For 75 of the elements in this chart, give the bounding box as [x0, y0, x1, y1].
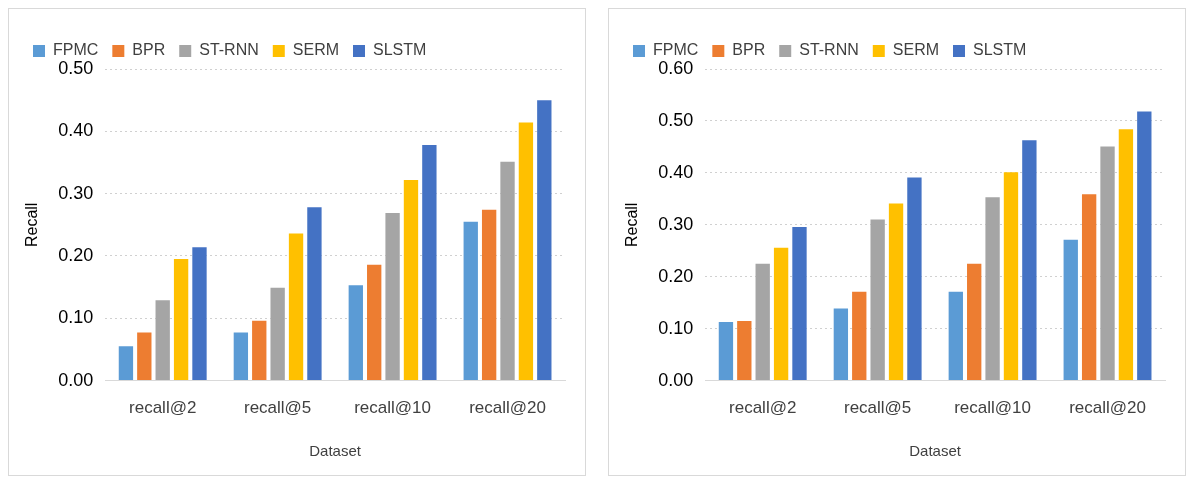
y-tick-label: 0.50	[58, 57, 94, 78]
y-tick-label: 0.10	[58, 307, 94, 328]
bar	[907, 177, 922, 381]
x-axis-title: Dataset	[909, 442, 962, 460]
bar	[307, 207, 322, 381]
y-tick-label: 0.10	[658, 317, 694, 338]
y-tick-label: 0.30	[58, 182, 94, 203]
x-tick-label: recall@10	[954, 398, 1031, 418]
bar	[233, 332, 249, 381]
bar	[270, 287, 285, 381]
bar	[403, 179, 419, 381]
bar	[173, 259, 189, 381]
legend-label: FPMC	[53, 41, 99, 59]
x-tick-label: recall@10	[354, 398, 431, 418]
y-tick-label: 0.00	[58, 369, 94, 390]
y-tick-label: 0.60	[658, 57, 694, 78]
x-tick-label: recall@20	[469, 398, 546, 418]
bar	[518, 122, 534, 381]
bar	[888, 203, 904, 381]
bar	[348, 285, 363, 381]
legend-label: SERM	[892, 41, 940, 59]
y-tick-label: 0.00	[658, 369, 694, 390]
bar	[422, 145, 437, 381]
legend-label: SLSTM	[973, 41, 1027, 59]
bar	[537, 100, 552, 381]
y-axis-title: Recall	[623, 202, 641, 248]
x-tick-label: recall@5	[243, 398, 312, 418]
y-axis-title: Recall	[23, 202, 41, 248]
bar	[1022, 140, 1037, 381]
legend-label: ST-RNN	[799, 41, 859, 59]
legend-label: SLSTM	[373, 41, 427, 59]
y-tick-label: 0.20	[658, 265, 694, 286]
bar	[833, 308, 849, 381]
bar	[718, 321, 734, 381]
bar	[1003, 172, 1019, 381]
bar	[288, 233, 304, 381]
bar	[252, 320, 267, 381]
x-tick-label: recall@2	[729, 398, 797, 418]
legend-label: SERM	[292, 41, 340, 59]
bar	[385, 212, 400, 381]
bar	[155, 300, 170, 381]
x-tick-label: recall@2	[129, 398, 197, 418]
bar	[792, 226, 807, 381]
bar	[1118, 129, 1134, 381]
legend-label: BPR	[732, 41, 766, 59]
x-tick-label: recall@20	[1069, 398, 1146, 418]
bar	[870, 219, 885, 381]
bar	[192, 247, 207, 381]
bar	[852, 291, 867, 381]
bar	[137, 332, 152, 381]
legend-label: FPMC	[653, 41, 699, 59]
legend-label: ST-RNN	[199, 41, 259, 59]
y-tick-label: 0.40	[58, 120, 94, 141]
bar	[500, 161, 515, 381]
bar	[367, 264, 382, 381]
x-tick-label: recall@5	[843, 398, 912, 418]
y-tick-label: 0.20	[58, 244, 94, 265]
bar	[773, 247, 789, 381]
y-tick-label: 0.50	[658, 109, 694, 130]
bar	[1063, 239, 1078, 381]
bar	[948, 291, 963, 381]
bar	[737, 320, 752, 381]
bar	[463, 221, 478, 381]
x-axis-title: Dataset	[309, 442, 362, 460]
bar	[755, 263, 770, 381]
bar	[985, 197, 1000, 381]
legend-label: BPR	[132, 41, 166, 59]
bar	[1081, 194, 1097, 381]
bar	[481, 209, 497, 381]
bar	[967, 263, 982, 381]
y-tick-label: 0.40	[658, 161, 694, 182]
bar	[1100, 146, 1115, 381]
bar	[118, 346, 134, 381]
bar	[1137, 111, 1152, 381]
y-tick-label: 0.30	[658, 213, 694, 234]
